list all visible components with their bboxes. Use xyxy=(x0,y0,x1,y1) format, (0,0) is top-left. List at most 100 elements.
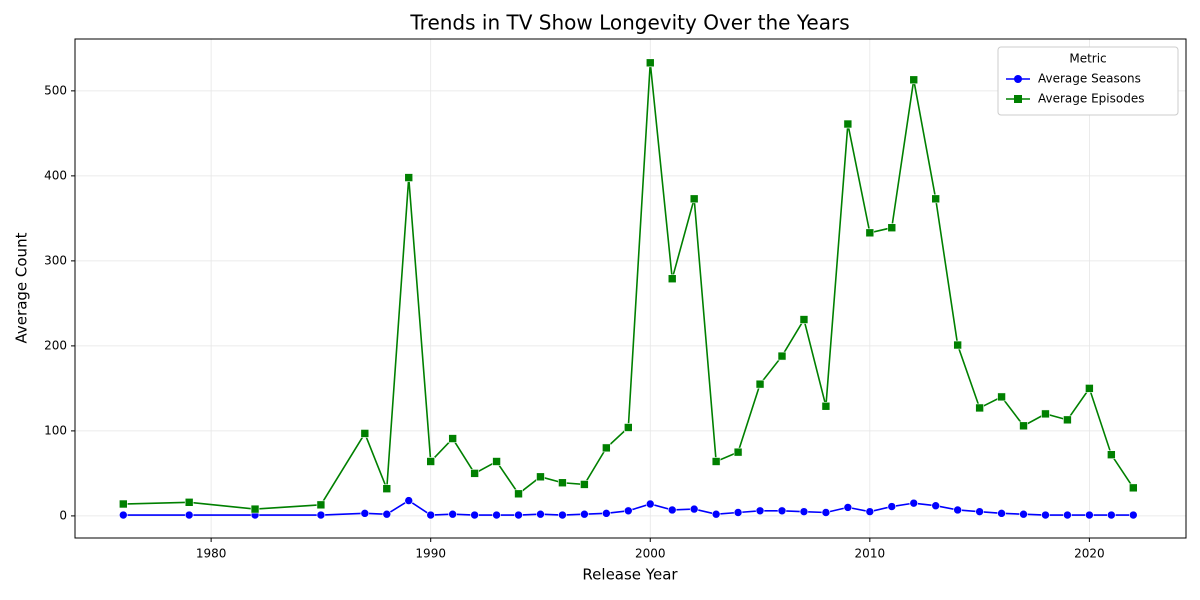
marker xyxy=(470,469,479,478)
marker xyxy=(997,392,1006,402)
marker xyxy=(953,340,962,350)
marker xyxy=(382,484,392,493)
marker xyxy=(755,379,765,389)
marker xyxy=(492,457,501,466)
legend-marker xyxy=(1014,95,1022,103)
marker xyxy=(777,351,787,361)
series-line xyxy=(123,499,1134,516)
marker xyxy=(426,457,435,466)
marker xyxy=(821,508,831,517)
y-tick-label: 200 xyxy=(44,338,67,352)
y-tick-label: 500 xyxy=(44,83,67,97)
marker xyxy=(799,507,809,516)
marker xyxy=(558,478,567,488)
marker xyxy=(1107,510,1116,520)
marker xyxy=(514,489,523,499)
marker xyxy=(602,509,611,518)
x-tick-label: 1990 xyxy=(415,547,446,561)
marker xyxy=(755,506,765,516)
marker xyxy=(624,506,633,516)
marker xyxy=(426,510,435,520)
marker xyxy=(1041,510,1050,520)
marker xyxy=(602,443,611,453)
marker xyxy=(689,194,699,204)
marker xyxy=(1129,510,1138,520)
marker xyxy=(448,509,457,519)
marker xyxy=(492,510,501,520)
marker xyxy=(536,509,545,519)
marker xyxy=(865,228,875,238)
marker xyxy=(711,509,721,519)
marker xyxy=(184,497,194,507)
marker xyxy=(184,510,194,520)
marker xyxy=(1085,510,1094,520)
marker xyxy=(865,507,875,516)
marker xyxy=(250,504,260,514)
marker xyxy=(887,223,897,233)
marker xyxy=(821,401,831,411)
marker xyxy=(843,119,853,129)
marker xyxy=(931,194,940,204)
marker xyxy=(558,510,567,520)
marker xyxy=(777,506,787,516)
x-tick-label: 1980 xyxy=(196,547,227,561)
y-tick-label: 300 xyxy=(44,253,67,267)
marker xyxy=(733,447,743,457)
marker xyxy=(580,480,589,489)
plot-frame xyxy=(74,38,1187,539)
marker xyxy=(1063,415,1072,425)
marker xyxy=(1129,483,1138,493)
marker xyxy=(689,504,699,514)
marker xyxy=(119,510,128,520)
marker xyxy=(404,496,414,505)
legend-label: Average Episodes xyxy=(1038,92,1144,106)
marker xyxy=(975,507,984,516)
marker xyxy=(1019,421,1028,431)
marker xyxy=(997,509,1006,518)
marker xyxy=(470,510,479,520)
legend-box xyxy=(997,46,1179,116)
series-line xyxy=(123,62,1134,510)
marker xyxy=(887,502,897,511)
marker xyxy=(909,75,919,85)
marker xyxy=(360,509,370,518)
marker xyxy=(733,508,743,517)
marker xyxy=(909,498,919,508)
marker xyxy=(799,315,809,324)
x-axis-label: Release Year xyxy=(582,566,678,584)
marker xyxy=(316,510,326,520)
marker xyxy=(711,457,721,466)
marker xyxy=(404,173,414,182)
y-tick-label: 0 xyxy=(59,508,67,522)
marker xyxy=(514,510,523,520)
y-tick-label: 400 xyxy=(44,168,67,182)
chart-title: Trends in TV Show Longevity Over the Yea… xyxy=(409,11,849,35)
marker xyxy=(843,503,853,512)
marker xyxy=(975,403,984,413)
marker xyxy=(382,509,392,519)
marker xyxy=(1063,510,1072,520)
marker xyxy=(580,509,589,519)
marker xyxy=(645,58,655,68)
marker xyxy=(1085,384,1094,393)
marker xyxy=(1041,409,1050,419)
x-tick-label: 2010 xyxy=(855,547,886,561)
y-axis-label: Average Count xyxy=(13,232,31,343)
marker xyxy=(667,274,677,284)
marker xyxy=(645,499,655,509)
marker xyxy=(667,505,677,515)
marker xyxy=(448,434,457,443)
legend-marker xyxy=(1014,75,1022,83)
marker xyxy=(624,423,633,432)
legend-label: Average Seasons xyxy=(1038,72,1141,86)
y-tick-label: 100 xyxy=(44,423,67,437)
marker xyxy=(360,429,370,438)
marker xyxy=(316,500,326,510)
marker xyxy=(953,505,962,515)
legend-title: Metric xyxy=(1069,52,1106,66)
x-tick-label: 2000 xyxy=(635,547,666,561)
marker xyxy=(1107,450,1116,459)
marker xyxy=(119,499,128,509)
marker xyxy=(536,472,545,482)
